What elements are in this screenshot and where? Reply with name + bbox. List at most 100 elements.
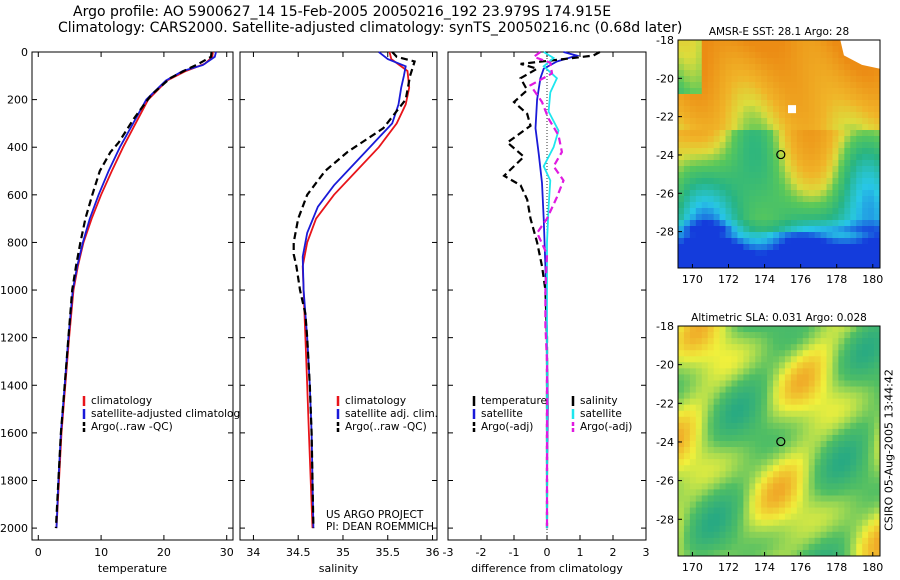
sla-map-cell bbox=[737, 513, 744, 521]
sla-map-xtick-label: 172 bbox=[718, 561, 739, 574]
sla-map-cell bbox=[808, 447, 816, 454]
sst-map-cell bbox=[725, 148, 732, 155]
sla-map-cell bbox=[749, 350, 756, 357]
sla-map-cell bbox=[862, 543, 869, 551]
sla-map-cell bbox=[707, 507, 715, 515]
sst-map-cell bbox=[832, 226, 839, 233]
sst-map-cell bbox=[749, 82, 756, 89]
sst-map-cell bbox=[856, 82, 863, 89]
sst-map-cell bbox=[808, 124, 816, 131]
sst-map-cell bbox=[743, 106, 750, 113]
sst-map-cell bbox=[749, 244, 756, 251]
sst-map-cell bbox=[820, 160, 827, 167]
sst-map-cell bbox=[862, 76, 869, 83]
sla-map-cell bbox=[826, 392, 833, 400]
sst-map-cell bbox=[814, 232, 821, 239]
sst-map-cell bbox=[719, 220, 726, 227]
sla-map-cell bbox=[743, 332, 750, 339]
sst-map-cell bbox=[737, 94, 744, 101]
sla-map-cell bbox=[719, 398, 726, 406]
sla-map-cell bbox=[802, 465, 810, 472]
sst-map-cell bbox=[689, 46, 697, 53]
sst-map-cell bbox=[749, 196, 756, 203]
sst-map-cell bbox=[796, 40, 804, 47]
sst-map-cell bbox=[678, 76, 685, 83]
sla-map-cell bbox=[784, 519, 792, 527]
sla-map-cell bbox=[784, 537, 792, 545]
sla-map-cell bbox=[713, 537, 720, 545]
sla-map-cell bbox=[773, 459, 780, 466]
sst-map-cell bbox=[779, 166, 786, 173]
sla-map-cell bbox=[725, 447, 732, 454]
sla-map-cell bbox=[850, 507, 857, 515]
sst-map-cell bbox=[767, 130, 774, 137]
sla-map-cell bbox=[868, 356, 875, 363]
sla-map-cell bbox=[713, 368, 720, 375]
sla-map-cell bbox=[731, 525, 738, 533]
sla-map-cell bbox=[719, 374, 726, 381]
sla-map-cell bbox=[725, 489, 732, 496]
sla-map-cell bbox=[844, 362, 851, 369]
sst-map-cell bbox=[832, 238, 839, 245]
sla-map-cell bbox=[838, 453, 845, 460]
sla-map-cell bbox=[874, 525, 881, 533]
sst-map-cell bbox=[689, 112, 697, 119]
sla-map-cell bbox=[862, 434, 869, 442]
sla-map-cell bbox=[707, 543, 715, 551]
sla-map-cell bbox=[695, 447, 703, 454]
sst-map-cell bbox=[790, 232, 798, 239]
sla-map-cell bbox=[844, 543, 851, 551]
sla-map-cell bbox=[749, 537, 756, 545]
sst-map-cell bbox=[832, 172, 839, 179]
sst-map-cell bbox=[850, 184, 857, 191]
sst-map-cell bbox=[826, 46, 833, 53]
sla-map-cell bbox=[820, 386, 827, 393]
sla-map-cell bbox=[868, 404, 875, 412]
sst-map-cell bbox=[779, 82, 786, 89]
sst-map-cell bbox=[808, 88, 816, 95]
sla-map-xtick-label: 180 bbox=[862, 561, 883, 574]
sst-map-cell bbox=[701, 52, 709, 59]
sla-map-cell bbox=[796, 477, 804, 484]
sst-map-cell bbox=[689, 244, 697, 251]
sst-map-cell bbox=[731, 238, 738, 245]
sla-map-cell bbox=[683, 459, 691, 466]
sla-map-cell bbox=[844, 531, 851, 539]
sla-map-cell bbox=[856, 501, 863, 508]
sla-map-cell bbox=[844, 495, 851, 502]
sla-map-cell bbox=[796, 362, 804, 369]
sla-map-cell bbox=[814, 350, 821, 357]
sst-map-cell bbox=[814, 160, 821, 167]
sst-map-cell bbox=[683, 142, 691, 149]
sla-map-cell bbox=[749, 507, 756, 515]
sst-map-cell bbox=[814, 112, 821, 119]
sla-map-cell bbox=[743, 489, 750, 496]
sst-map-cell bbox=[796, 226, 804, 233]
sst-map-cell bbox=[874, 88, 881, 95]
sst-map-cell bbox=[767, 118, 774, 125]
sst-map-cell bbox=[874, 172, 881, 179]
sst-map-cell bbox=[737, 52, 744, 59]
sla-map-cell bbox=[826, 374, 833, 381]
sla-map-cell bbox=[784, 477, 792, 484]
sla-map-cell bbox=[784, 416, 792, 424]
sst-map-cell bbox=[874, 142, 881, 149]
sla-map-cell bbox=[808, 356, 816, 363]
sla-map-cell bbox=[719, 332, 726, 339]
sst-map-cell bbox=[707, 232, 715, 239]
sst-map-cell bbox=[779, 142, 786, 149]
sla-map-cell bbox=[808, 501, 816, 508]
sla-map-cell bbox=[713, 459, 720, 466]
sla-map-cell bbox=[838, 380, 845, 387]
sla-map-cell bbox=[862, 338, 869, 345]
sst-map-cell bbox=[790, 124, 798, 131]
sla-map-cell bbox=[832, 398, 839, 406]
sla-map-cell bbox=[850, 386, 857, 393]
sst-map-cell bbox=[784, 124, 792, 131]
sst-map-cell bbox=[737, 88, 744, 95]
sla-map-cell bbox=[808, 344, 816, 351]
sla-map-cell bbox=[689, 483, 697, 490]
sla-map-cell bbox=[719, 477, 726, 484]
salinity-xtick-label: 35 bbox=[336, 546, 350, 559]
sst-map-cell bbox=[832, 154, 839, 161]
